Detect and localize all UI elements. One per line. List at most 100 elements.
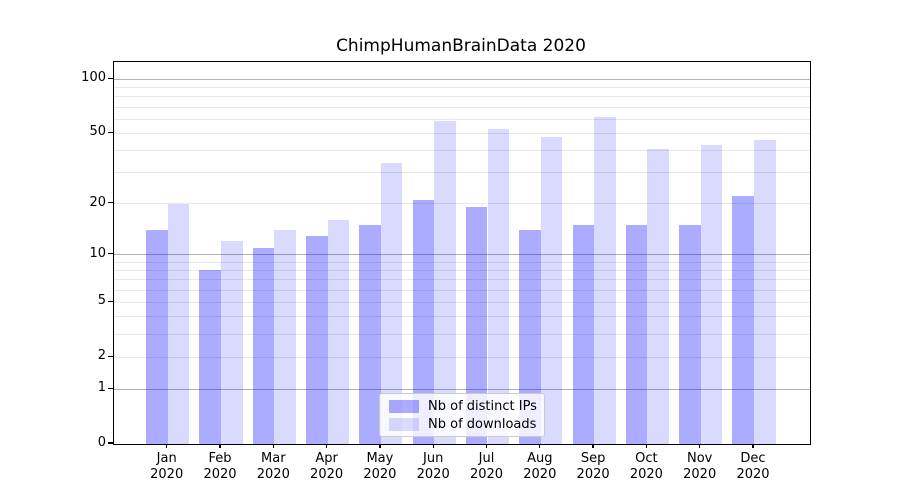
bar-distinct-ips-apr [306, 235, 328, 444]
gridline-minor-8 [114, 269, 810, 271]
gridline-minor-60 [114, 118, 810, 120]
x-tick-label-aug: Aug 2020 [508, 451, 572, 483]
gridline-major-10 [114, 254, 810, 256]
x-tick-mark-oct [645, 444, 648, 448]
x-tick-label-year: 2020 [310, 467, 344, 482]
x-tick-label-year: 2020 [363, 467, 397, 482]
y-tick-label-2: 2 [97, 348, 106, 364]
x-tick-mark-may [379, 444, 381, 448]
bar-distinct-ips-mar [252, 247, 275, 444]
gridline-minor-20 [114, 203, 810, 205]
x-tick-mark-sep [592, 444, 594, 448]
y-tick-label-100: 100 [81, 70, 106, 86]
bar-downloads-mar [274, 230, 296, 444]
y-tick-mark-50 [108, 131, 113, 134]
y-tick-label-5: 5 [97, 293, 106, 309]
gridline-minor-2 [114, 356, 810, 358]
gridline-minor-30 [114, 172, 810, 174]
y-tick-label-50: 50 [89, 124, 106, 140]
y-tick-mark-1 [108, 387, 113, 389]
y-tick-label-10: 10 [89, 245, 106, 261]
bar-downloads-sep [594, 116, 616, 444]
x-tick-label-year: 2020 [576, 467, 610, 482]
gridline-minor-90 [114, 87, 810, 89]
x-tick-label-feb: Feb 2020 [188, 451, 252, 483]
bar-distinct-ips-jan [146, 230, 168, 444]
x-tick-label-year: 2020 [683, 467, 717, 482]
x-tick-label-mar: Mar 2020 [241, 451, 305, 483]
bar-downloads-jun [434, 120, 456, 444]
y-tick-label-20: 20 [89, 194, 106, 210]
gridline-minor-50 [114, 132, 810, 134]
x-tick-label-month: Dec [740, 451, 766, 466]
x-tick-label-dec: Dec 2020 [721, 451, 785, 483]
bar-distinct-ips-aug [519, 230, 541, 444]
gridline-minor-40 [114, 150, 810, 152]
bar-distinct-ips-oct [625, 225, 648, 444]
x-tick-label-jul: Jul 2020 [455, 451, 519, 483]
y-tick-label-1: 1 [97, 380, 106, 396]
x-tick-mark-feb [219, 444, 221, 448]
x-tick-label-year: 2020 [469, 467, 504, 482]
x-tick-label-year: 2020 [629, 467, 663, 482]
bar-downloads-jul [487, 128, 510, 444]
x-tick-mark-nov [699, 444, 701, 448]
bar-downloads-aug [540, 136, 563, 444]
bar-downloads-dec [754, 139, 776, 444]
x-tick-label-year: 2020 [256, 467, 290, 482]
y-tick-mark-10 [108, 252, 113, 255]
x-tick-label-month: Aug [527, 451, 553, 466]
x-tick-label-year: 2020 [523, 467, 557, 482]
plot-area: Nb of distinct IPs Nb of downloads [113, 61, 811, 445]
y-tick-mark-0 [108, 442, 113, 444]
x-tick-label-jun: Jun 2020 [401, 451, 465, 483]
bar-downloads-oct [647, 148, 669, 444]
gridline-minor-7 [114, 279, 810, 281]
x-tick-mark-jun [432, 444, 434, 448]
bar-distinct-ips-sep [572, 225, 595, 444]
bar-downloads-nov [700, 145, 723, 444]
x-tick-label-nov: Nov 2020 [668, 451, 732, 483]
x-tick-label-year: 2020 [416, 467, 450, 482]
y-tick-mark-100 [108, 77, 113, 80]
bar-downloads-may [380, 163, 403, 444]
x-tick-label-jan: Jan 2020 [135, 451, 199, 483]
y-tick-mark-2 [108, 355, 113, 357]
legend: Nb of distinct IPs Nb of downloads [379, 393, 545, 437]
x-tick-label-year: 2020 [736, 467, 770, 482]
gridline-minor-70 [114, 106, 810, 108]
x-tick-label-year: 2020 [203, 467, 237, 482]
x-tick-label-month: Feb [208, 451, 232, 466]
gridline-minor-6 [114, 289, 810, 291]
gridline-minor-9 [114, 261, 810, 263]
x-tick-label-month: Oct [635, 451, 658, 466]
x-tick-label-month: Jul [478, 451, 495, 466]
bar-downloads-apr [327, 220, 350, 444]
gridline-minor-5 [114, 301, 810, 303]
legend-label-distinct-ips: Nb of distinct IPs [428, 398, 537, 414]
gridline-minor-80 [114, 96, 810, 98]
y-tick-label-0: 0 [97, 435, 106, 450]
x-tick-mark-aug [539, 444, 541, 448]
bar-downloads-feb [221, 241, 243, 444]
x-tick-mark-dec [752, 444, 754, 448]
x-tick-label-month: Nov [687, 451, 713, 466]
x-tick-label-oct: Oct 2020 [614, 451, 678, 483]
bar-distinct-ips-may [359, 225, 381, 444]
x-tick-label-month: Jan [156, 451, 177, 466]
y-tick-mark-20 [108, 201, 113, 204]
x-tick-label-apr: Apr 2020 [295, 451, 359, 483]
gridline-major-1 [114, 388, 810, 390]
legend-swatch-distinct-ips [389, 399, 419, 413]
x-tick-label-may: May 2020 [348, 451, 412, 483]
gridline-minor-3 [114, 334, 810, 335]
x-tick-mark-apr [325, 444, 328, 448]
bar-distinct-ips-feb [199, 270, 221, 444]
x-tick-label-month: Sep [580, 451, 606, 466]
x-tick-label-month: Jun [423, 451, 444, 466]
x-tick-label-month: May [366, 451, 394, 466]
gridline-minor-4 [114, 316, 810, 318]
x-tick-mark-jan [166, 444, 168, 448]
x-tick-mark-jul [485, 444, 488, 448]
